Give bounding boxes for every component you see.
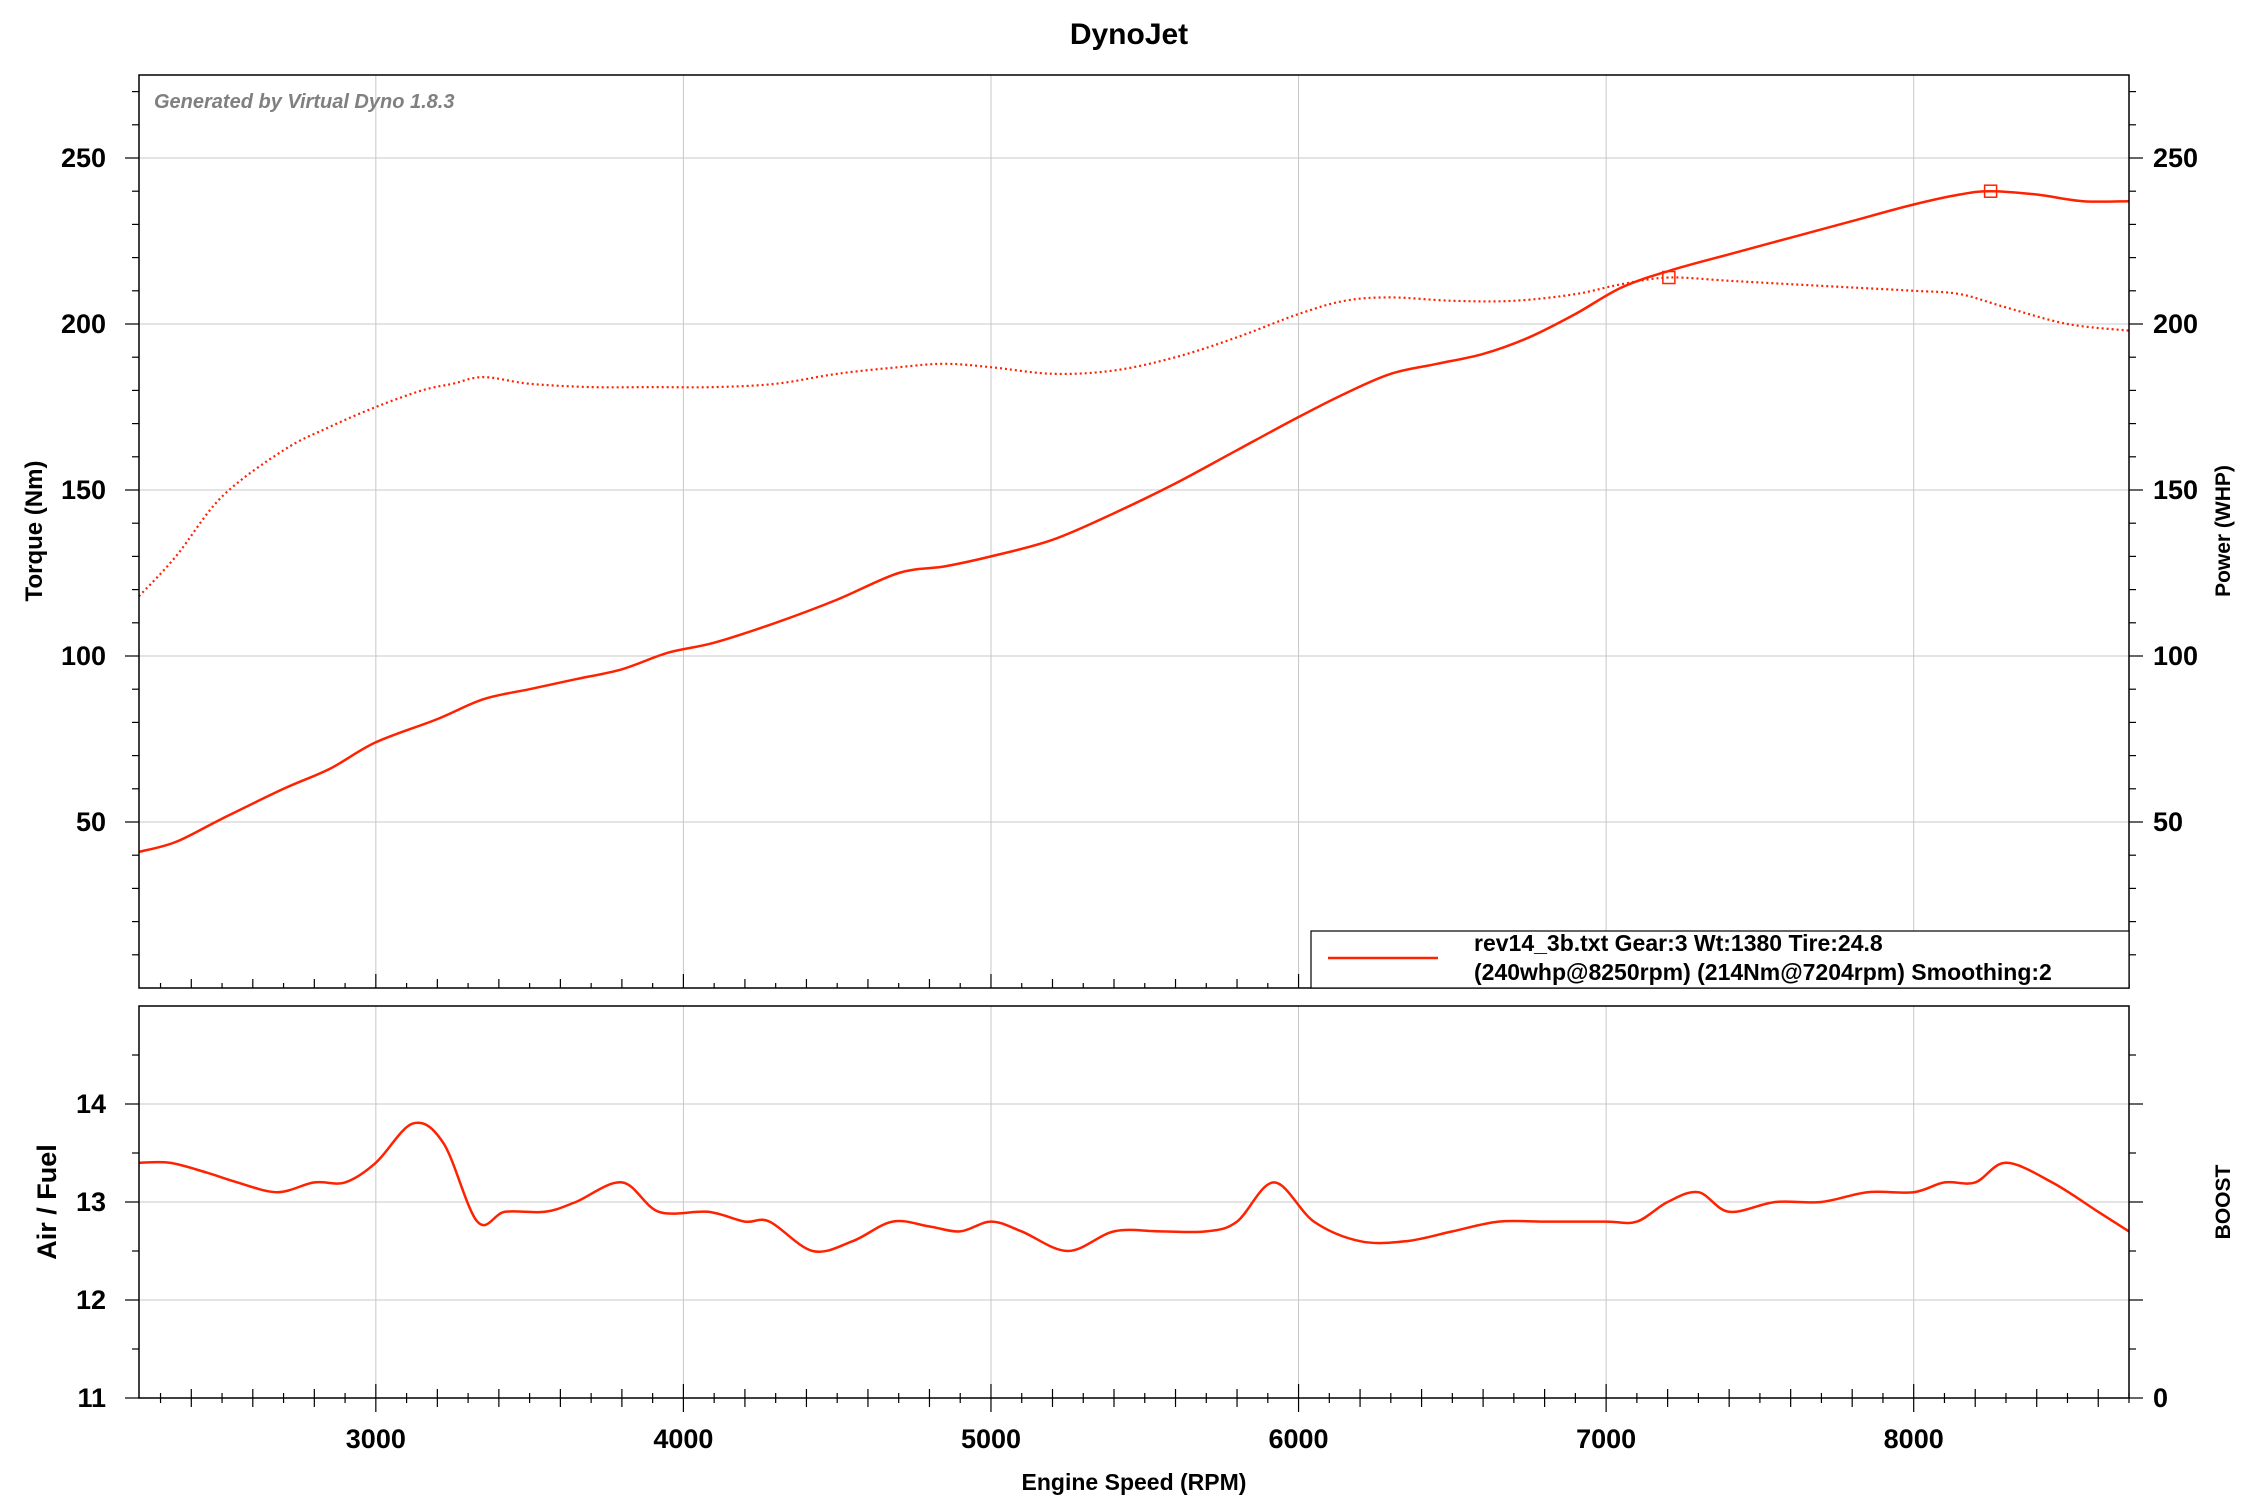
top-series bbox=[138, 184, 2130, 854]
peak-marker-0 bbox=[1662, 270, 1676, 285]
y-tick-label-250: 250 bbox=[61, 143, 106, 173]
x-tick-label-7000: 7000 bbox=[1576, 1424, 1636, 1454]
torque-power-panel: 50 100 150 200 250 50 100 150 200 250 Generated b… bbox=[21, 74, 2235, 989]
af-tick-label-14: 14 bbox=[76, 1089, 106, 1119]
y2-axis-title-boost: BOOST bbox=[2212, 1164, 2235, 1239]
air-fuel-series-line bbox=[138, 1121, 2130, 1253]
torque-series-line bbox=[138, 276, 2130, 597]
y2-axis-title-power: Power (WHP) bbox=[2212, 465, 2235, 597]
legend-box bbox=[1310, 930, 2130, 989]
bottom-ticks: 11 12 13 14 0 bbox=[76, 1054, 2168, 1413]
bottom-plot-frame bbox=[138, 1005, 2130, 1399]
top-ticks: 50 100 150 200 250 50 100 150 200 250 bbox=[61, 90, 2198, 988]
y2-tick-label-100: 100 bbox=[2153, 641, 2198, 671]
bottom-series bbox=[138, 1121, 2130, 1253]
air-fuel-panel: 11 12 13 14 0 Air / Fuel BOOST bbox=[32, 1005, 2235, 1413]
x-tick-label-5000: 5000 bbox=[961, 1424, 1021, 1454]
y2-tick-label-200: 200 bbox=[2153, 309, 2198, 339]
y-tick-label-150: 150 bbox=[61, 475, 106, 505]
af-tick-label-13: 13 bbox=[76, 1187, 106, 1217]
x-tick-label-3000: 3000 bbox=[346, 1424, 406, 1454]
top-grid bbox=[139, 75, 2129, 988]
af-tick-label-11: 11 bbox=[77, 1383, 106, 1413]
x-tick-label-6000: 6000 bbox=[1269, 1424, 1329, 1454]
x-axis-title: Engine Speed (RPM) bbox=[1022, 1469, 1247, 1495]
y-tick-label-50: 50 bbox=[76, 807, 106, 837]
legend-line-2: (240whp@8250rpm) (214Nm@7204rpm) Smoothi… bbox=[1474, 959, 2052, 985]
y-axis-title-torque: Torque (Nm) bbox=[21, 461, 48, 602]
bottom-grid bbox=[139, 1006, 2129, 1398]
af-tick-label-12: 12 bbox=[76, 1285, 106, 1315]
watermark: Generated by Virtual Dyno 1.8.3 bbox=[154, 91, 454, 113]
x-tick-labels: 3000 4000 5000 6000 7000 8000 bbox=[346, 1424, 1944, 1454]
peak-marker-1 bbox=[1983, 184, 1998, 198]
legend-line-1: rev14_3b.txt Gear:3 Wt:1380 Tire:24.8 bbox=[1474, 930, 1883, 956]
y2-tick-label-150: 150 bbox=[2153, 475, 2198, 505]
y2-tick-label-50: 50 bbox=[2153, 807, 2183, 837]
x-tick-label-4000: 4000 bbox=[653, 1424, 713, 1454]
power-series-line bbox=[138, 189, 2130, 854]
x-tick-label-8000: 8000 bbox=[1884, 1424, 1944, 1454]
legend: rev14_3b.txt Gear:3 Wt:1380 Tire:24.8 (2… bbox=[1310, 930, 2130, 989]
y-tick-label-100: 100 bbox=[61, 641, 106, 671]
y-axis-title-air-fuel: Air / Fuel bbox=[32, 1144, 62, 1260]
y-tick-label-200: 200 bbox=[61, 309, 106, 339]
boost-tick-label-0: 0 bbox=[2153, 1383, 2168, 1413]
top-plot-frame bbox=[138, 74, 2130, 989]
chart-title: DynoJet bbox=[1070, 18, 1188, 51]
y2-tick-label-250: 250 bbox=[2153, 143, 2198, 173]
